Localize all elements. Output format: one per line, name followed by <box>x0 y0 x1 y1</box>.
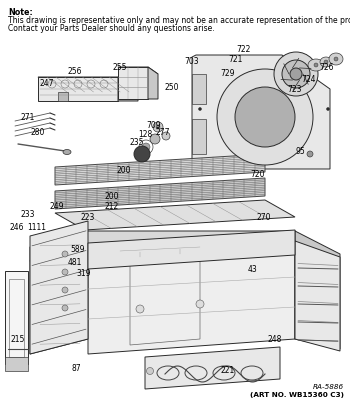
Text: 128: 128 <box>138 130 152 139</box>
Circle shape <box>334 58 338 62</box>
Text: Contact your Parts Dealer should any questions arise.: Contact your Parts Dealer should any que… <box>8 24 215 33</box>
Polygon shape <box>58 93 68 102</box>
Circle shape <box>150 135 160 145</box>
Polygon shape <box>192 75 206 105</box>
Text: 256: 256 <box>68 67 82 76</box>
Circle shape <box>314 64 318 68</box>
Polygon shape <box>192 120 206 155</box>
Text: 95: 95 <box>295 147 305 156</box>
Circle shape <box>62 305 68 311</box>
Polygon shape <box>88 230 295 269</box>
Ellipse shape <box>308 60 324 72</box>
Text: 721: 721 <box>229 55 243 64</box>
Text: 212: 212 <box>105 202 119 211</box>
Text: 248: 248 <box>268 335 282 344</box>
Circle shape <box>62 252 68 257</box>
Text: 249: 249 <box>50 202 64 211</box>
Polygon shape <box>192 56 330 170</box>
Circle shape <box>134 147 150 162</box>
Ellipse shape <box>329 54 343 66</box>
Polygon shape <box>295 231 340 349</box>
Text: This drawing is representative only and may not be an accurate representation of: This drawing is representative only and … <box>8 16 350 25</box>
Text: 1111: 1111 <box>28 223 47 232</box>
Circle shape <box>282 61 310 89</box>
Circle shape <box>217 70 313 166</box>
Text: Note:: Note: <box>8 8 33 17</box>
Circle shape <box>290 69 302 81</box>
Polygon shape <box>148 68 158 100</box>
Polygon shape <box>88 231 295 354</box>
Circle shape <box>235 88 295 148</box>
Circle shape <box>274 53 318 97</box>
Circle shape <box>324 61 328 65</box>
Circle shape <box>136 305 144 313</box>
Circle shape <box>62 269 68 275</box>
Text: 200: 200 <box>117 166 131 175</box>
Circle shape <box>162 133 170 141</box>
Text: 233: 233 <box>21 210 35 219</box>
Circle shape <box>142 144 150 151</box>
Polygon shape <box>118 68 158 75</box>
Text: 724: 724 <box>302 74 316 83</box>
Polygon shape <box>118 78 138 102</box>
Polygon shape <box>118 68 148 100</box>
Text: 221: 221 <box>221 366 235 375</box>
Ellipse shape <box>320 58 332 68</box>
Circle shape <box>62 287 68 293</box>
Text: 729: 729 <box>221 68 235 77</box>
Text: RA-5886: RA-5886 <box>313 383 344 389</box>
Circle shape <box>147 368 154 375</box>
Polygon shape <box>145 347 280 389</box>
Polygon shape <box>5 271 28 364</box>
Text: 200: 200 <box>105 192 119 201</box>
Text: 246: 246 <box>10 223 24 232</box>
Polygon shape <box>30 231 295 261</box>
Polygon shape <box>55 200 295 230</box>
Text: 280: 280 <box>31 128 45 137</box>
Text: 481: 481 <box>68 258 82 267</box>
Text: (ART NO. WB15360 C3): (ART NO. WB15360 C3) <box>250 391 344 397</box>
Circle shape <box>327 108 329 111</box>
Text: 235: 235 <box>130 138 144 147</box>
Polygon shape <box>38 78 118 102</box>
Text: 215: 215 <box>11 335 25 344</box>
Text: 250: 250 <box>165 83 179 92</box>
Circle shape <box>156 126 160 130</box>
Text: 87: 87 <box>71 364 81 373</box>
Text: 589: 589 <box>71 245 85 254</box>
Text: 271: 271 <box>21 113 35 122</box>
Text: 319: 319 <box>77 269 91 278</box>
Polygon shape <box>30 244 88 354</box>
Text: 720: 720 <box>251 170 265 179</box>
Text: 277: 277 <box>156 128 170 137</box>
Text: 709: 709 <box>147 120 161 129</box>
Polygon shape <box>55 179 265 209</box>
Polygon shape <box>295 241 340 351</box>
Ellipse shape <box>63 150 71 155</box>
Text: 270: 270 <box>257 213 271 222</box>
Polygon shape <box>38 78 138 93</box>
Text: 223: 223 <box>81 213 95 222</box>
Text: 43: 43 <box>248 265 258 274</box>
Circle shape <box>153 123 163 133</box>
Polygon shape <box>5 357 28 371</box>
Text: 726: 726 <box>320 63 334 72</box>
Text: 703: 703 <box>185 58 199 66</box>
Text: 255: 255 <box>113 62 127 71</box>
Circle shape <box>196 300 204 308</box>
Circle shape <box>198 108 202 111</box>
Text: 722: 722 <box>237 45 251 54</box>
Polygon shape <box>30 222 88 354</box>
Circle shape <box>307 151 313 158</box>
Polygon shape <box>55 155 265 185</box>
Text: 723: 723 <box>288 85 302 94</box>
Text: 247: 247 <box>40 79 54 88</box>
